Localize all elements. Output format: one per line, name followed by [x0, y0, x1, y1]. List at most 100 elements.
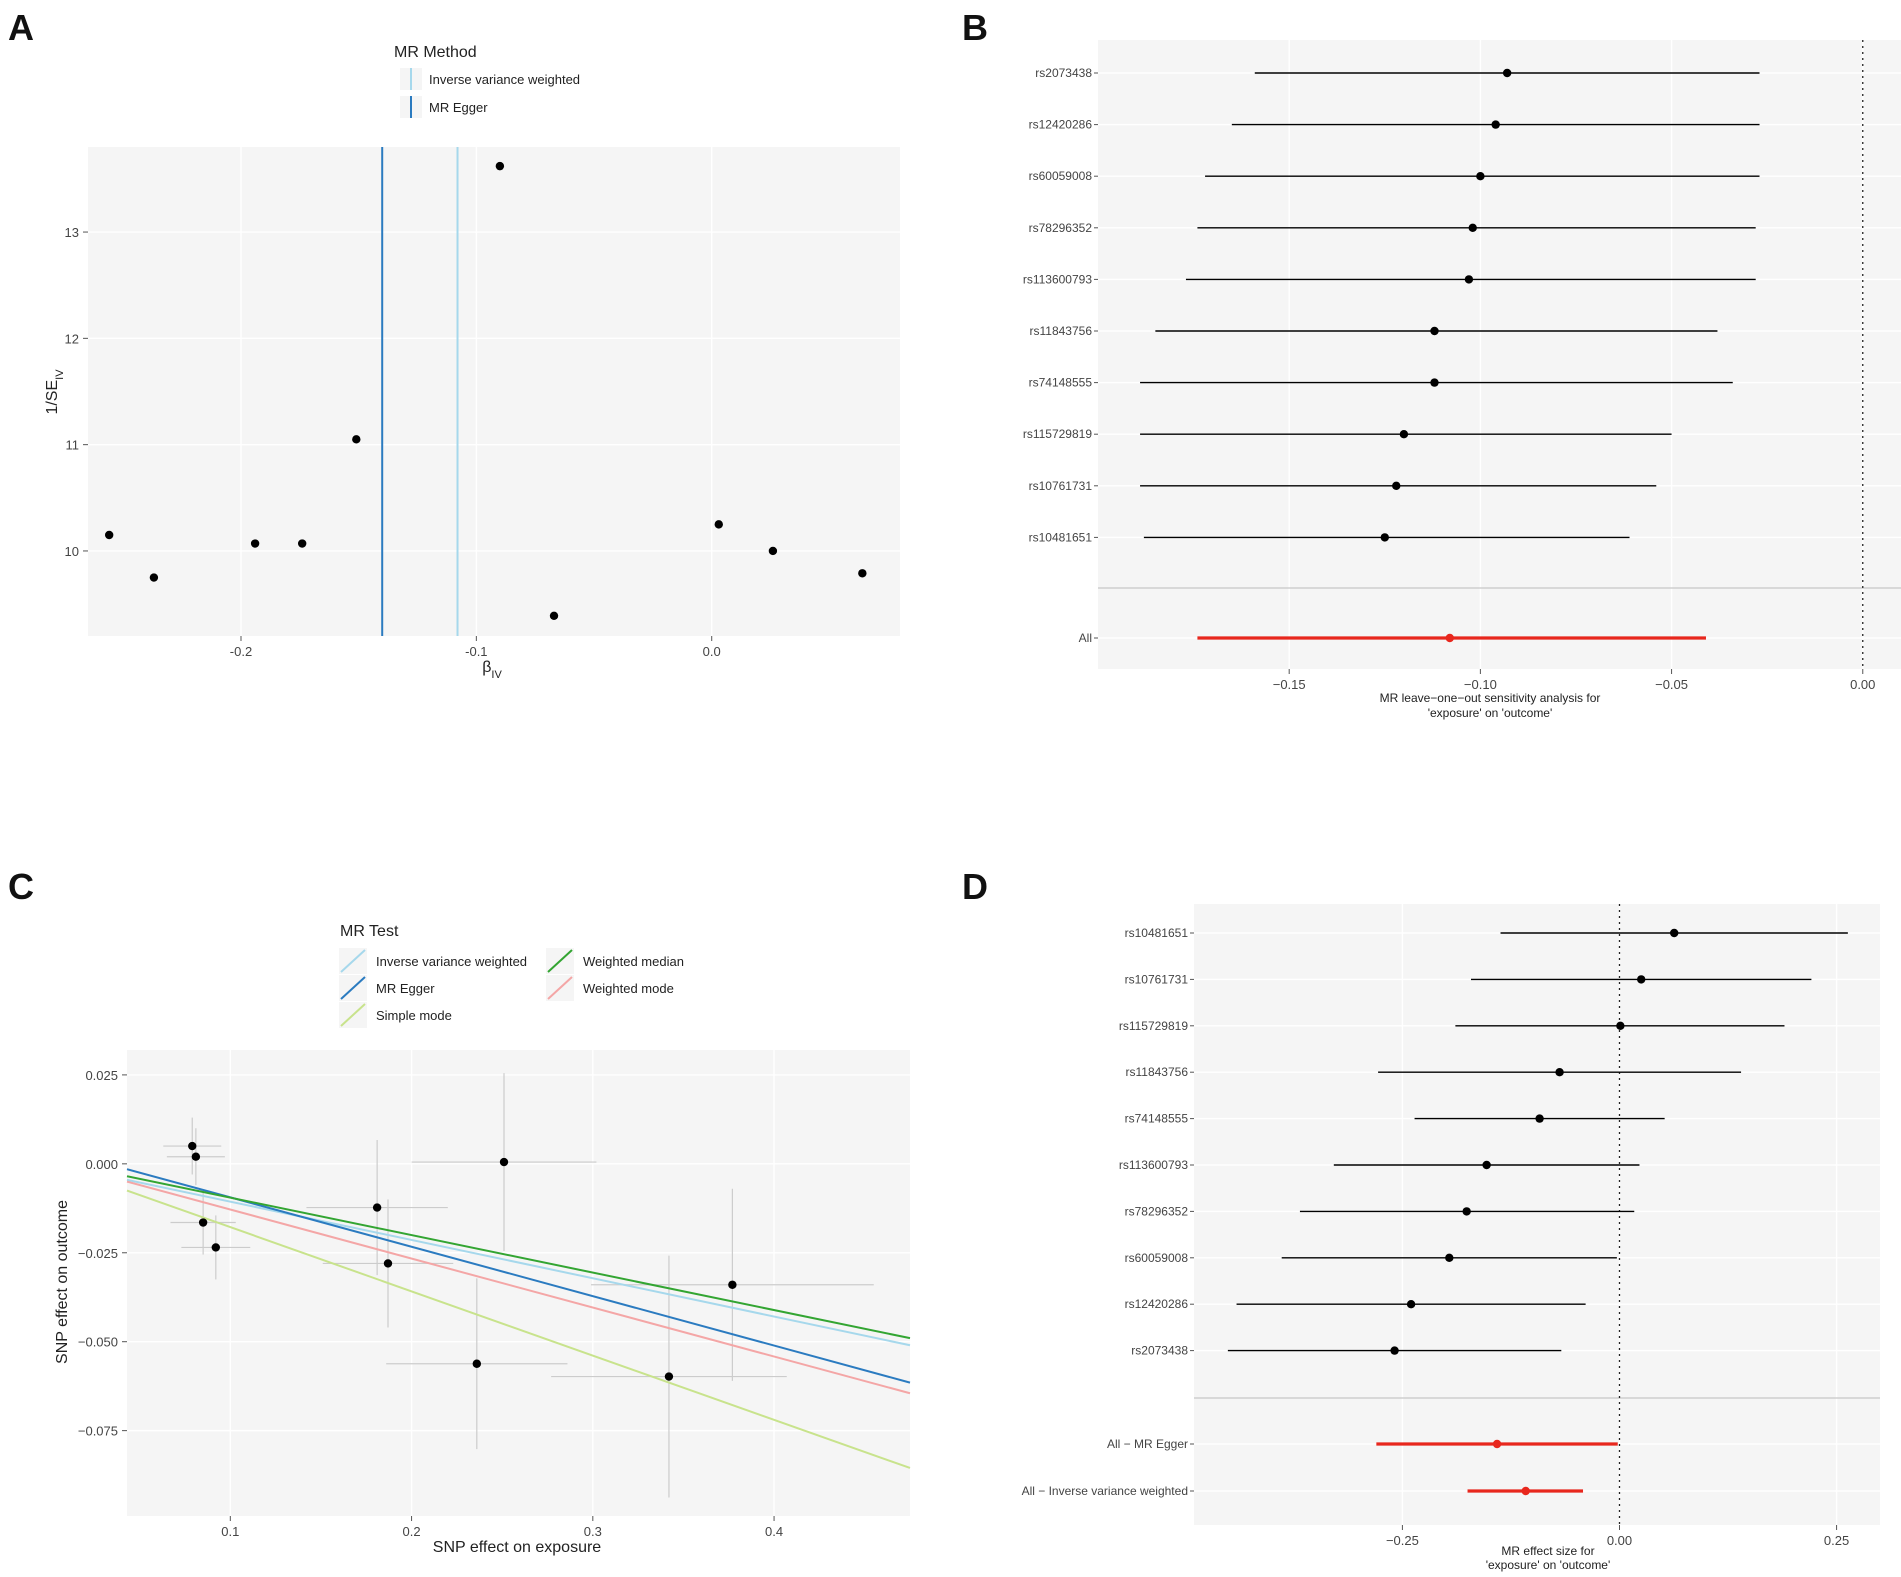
- legend-label-simple-mode: Simple mode: [376, 1008, 452, 1023]
- summary-label: All − Inverse variance weighted: [1022, 1484, 1188, 1498]
- snp-label: rs115729819: [1023, 427, 1092, 441]
- snp-label: rs10761731: [1029, 479, 1093, 493]
- axis-ticks: −0.25 0.00 0.25 rs10481651 rs10761731 rs11572…: [1022, 926, 1850, 1548]
- plot-marks: [104, 147, 867, 636]
- estimate-point: [1445, 1253, 1454, 1263]
- legend-key-weighted-mode: [547, 976, 573, 1000]
- x-tick-label: 0.00: [1850, 677, 1875, 692]
- grid-lines: [88, 147, 900, 636]
- estimate-point: [1491, 120, 1500, 129]
- summary-label: All: [1079, 631, 1092, 645]
- summary-point: [1492, 1439, 1502, 1449]
- x-tick-label: −0.15: [1273, 677, 1306, 692]
- axis-ticks: −0.15 −0.10 −0.05 0.00 rs2073438 rs12420286 rs…: [1023, 66, 1876, 692]
- x-tick-label: 0.3: [584, 1524, 602, 1539]
- axis-ticks: 0.1 0.2 0.3 0.4 0.025 0.000 −0.025 −0.050 −0.075: [78, 1068, 783, 1539]
- legend-title: MR Test: [340, 923, 399, 940]
- snp-point: [858, 569, 867, 578]
- legend: MR Test Inverse variance weighted MR Egg…: [339, 923, 684, 1028]
- snp-label: rs12420286: [1125, 1297, 1189, 1311]
- snp-point: [149, 573, 159, 582]
- y-tick-label: 0.000: [85, 1157, 118, 1172]
- snp-point: [297, 539, 307, 548]
- snp-point: [728, 1280, 737, 1289]
- estimate-point: [1380, 533, 1389, 542]
- x-axis-title-line-2: 'exposure' on 'outcome': [1428, 706, 1553, 720]
- y-tick-label: −0.075: [78, 1424, 118, 1439]
- axis-ticks: -0.2 -0.1 0.0 10 11 12 13: [65, 225, 721, 659]
- regression-line-simple_mode: [126, 1189, 911, 1469]
- plot-background: [127, 1050, 910, 1516]
- x-axis-title-line-1: MR effect size for: [1501, 1544, 1594, 1558]
- snp-label: rs11843756: [1126, 1065, 1189, 1079]
- estimate-point: [1482, 1160, 1491, 1170]
- grid-lines: [127, 1050, 910, 1516]
- y-tick-label: 11: [66, 438, 80, 453]
- estimate-point: [1502, 68, 1512, 78]
- legend-label-egger: MR Egger: [376, 981, 435, 996]
- snp-point: [499, 1157, 509, 1167]
- x-tick-label: 0.0: [703, 644, 721, 659]
- legend-label-ivw: Inverse variance weighted: [376, 954, 527, 969]
- x-tick-label: -0.2: [230, 644, 252, 659]
- snp-point: [472, 1359, 482, 1368]
- panel-letter-b: B: [962, 7, 988, 48]
- snp-label: rs10481651: [1029, 530, 1093, 544]
- snp-point: [495, 161, 505, 171]
- snp-label: rs11843756: [1030, 324, 1093, 338]
- snp-label: rs113600793: [1119, 1158, 1188, 1172]
- regression-line-weighted_mode: [126, 1180, 911, 1395]
- estimate-point: [1430, 378, 1439, 387]
- x-tick-label: 0.1: [221, 1524, 239, 1539]
- plot-background: [1194, 904, 1880, 1525]
- snp-point: [549, 611, 559, 621]
- snp-point: [104, 530, 114, 540]
- legend-label-weighted-mode: Weighted mode: [583, 981, 674, 996]
- legend-label-ivw: Inverse variance weighted: [429, 72, 580, 87]
- snp-label: rs74148555: [1029, 376, 1093, 390]
- y-axis-title: 1/SEIV: [44, 369, 66, 415]
- panel-b-leave-one-out-forest: −0.15 −0.10 −0.05 0.00 rs2073438 rs12420286 rs…: [1023, 40, 1901, 720]
- snp-label: rs115729819: [1119, 1019, 1188, 1033]
- summary-point: [1521, 1486, 1530, 1496]
- x-axis-title-line-1: MR leave−one−out sensitivity analysis fo…: [1380, 691, 1601, 705]
- snp-label: rs78296352: [1125, 1204, 1189, 1218]
- x-tick-label: −0.25: [1386, 1533, 1419, 1548]
- panel-c-scatter-plot: 0.1 0.2 0.3 0.4 0.025 0.000 −0.025 −0.050 −0.075…: [54, 923, 911, 1556]
- legend-key-weighted-median: [547, 949, 573, 973]
- y-axis-title: SNP effect on outcome: [54, 1200, 71, 1364]
- snp-point: [352, 435, 361, 444]
- snp-label: rs12420286: [1029, 118, 1093, 132]
- legend-label-egger: MR Egger: [429, 100, 488, 115]
- snp-point: [664, 1372, 674, 1381]
- x-tick-label: −0.05: [1655, 677, 1688, 692]
- panel-a-funnel-plot: -0.2 -0.1 0.0 10 11 12 13 βIV 1/SEIV MR Method…: [44, 44, 900, 681]
- x-tick-label: −0.10: [1464, 677, 1497, 692]
- regression-line-weighted_median: [126, 1175, 911, 1340]
- plot-background: [1098, 40, 1901, 669]
- estimate-point: [1468, 223, 1477, 232]
- legend: MR Method Inverse variance weighted MR E…: [394, 44, 580, 118]
- estimate-point: [1670, 928, 1679, 938]
- panel-letter-c: C: [8, 866, 34, 907]
- x-tick-label: 0.25: [1824, 1533, 1849, 1548]
- snp-label: rs78296352: [1029, 221, 1093, 235]
- x-tick-label: 0.2: [403, 1524, 421, 1539]
- regression-line-egger: [126, 1168, 911, 1384]
- snp-label: rs60059008: [1029, 169, 1093, 183]
- x-tick-label: 0.4: [765, 1524, 783, 1539]
- estimate-point: [1390, 1346, 1399, 1355]
- snp-label: rs2073438: [1035, 66, 1092, 80]
- summary-point: [1445, 633, 1454, 643]
- estimate-point: [1476, 172, 1485, 181]
- estimate-point: [1406, 1300, 1416, 1309]
- plot-marks: [1098, 40, 1901, 669]
- snp-label: rs2073438: [1131, 1344, 1188, 1358]
- snp-point: [211, 1243, 221, 1252]
- estimate-point: [1464, 275, 1474, 284]
- estimate-point: [1555, 1068, 1564, 1077]
- estimate-point: [1637, 975, 1646, 984]
- snp-point: [768, 546, 778, 556]
- snp-label: rs10761731: [1125, 972, 1189, 986]
- y-tick-label: −0.025: [78, 1246, 118, 1261]
